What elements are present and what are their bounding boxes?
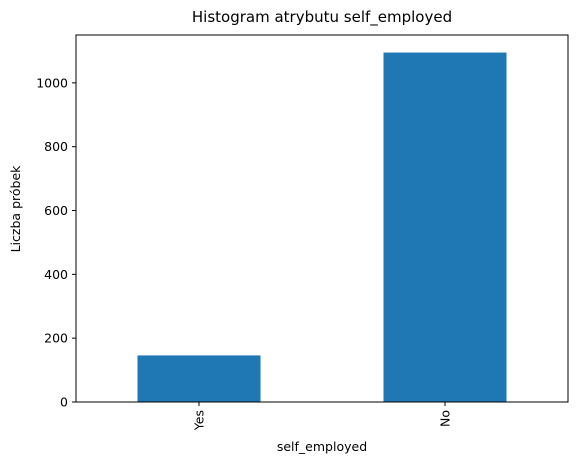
y-tick-label: 1000: [36, 75, 68, 90]
x-tick-label-no: No: [438, 410, 453, 427]
y-tick-label: 600: [44, 203, 68, 218]
bar-yes: [137, 355, 261, 402]
chart-title: Histogram atrybutu self_employed: [192, 8, 452, 27]
x-axis-label: self_employed: [277, 439, 367, 454]
plot-frame: [75, 34, 569, 403]
y-tick-label: 800: [44, 139, 68, 154]
x-axis-ticks: Yes No: [192, 402, 453, 431]
bar-no: [383, 52, 507, 403]
y-tick-label: 0: [60, 395, 68, 410]
bars-group: [137, 52, 507, 403]
y-tick-label: 400: [44, 267, 68, 282]
y-axis-label: Liczba próbek: [8, 165, 23, 253]
x-tick-label-yes: Yes: [192, 410, 207, 431]
y-tick-label: 200: [44, 331, 68, 346]
y-axis-ticks: 0 200 400 600 800 1000: [36, 75, 76, 410]
